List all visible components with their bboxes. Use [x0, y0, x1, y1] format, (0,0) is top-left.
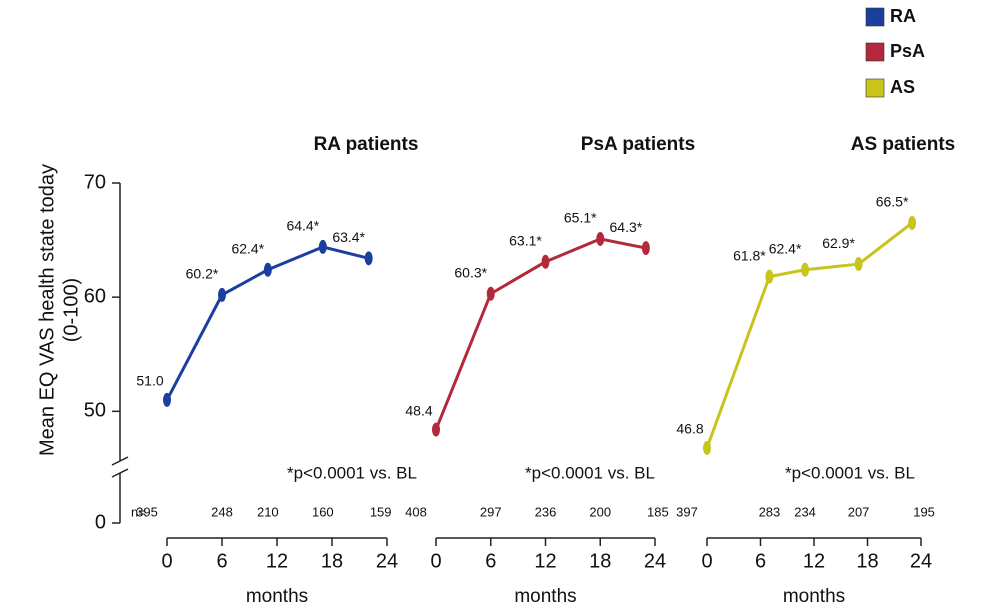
data-label: 62.4*	[231, 240, 264, 256]
n-value: 207	[848, 504, 870, 519]
x-tick-label: 12	[266, 550, 288, 572]
data-point	[432, 422, 440, 437]
x-tick-label: 6	[755, 550, 766, 572]
legend-label: RA	[890, 6, 916, 26]
data-point	[908, 215, 917, 230]
x-tick-label: 6	[485, 550, 496, 572]
data-label: 48.4	[405, 402, 432, 418]
x-tick-label: 18	[589, 550, 611, 572]
data-label: 64.4*	[286, 218, 319, 234]
x-axis-label: months	[246, 586, 308, 607]
data-label: 60.2*	[186, 266, 219, 282]
x-tick-label: 12	[534, 550, 556, 572]
legend-swatch	[865, 78, 885, 98]
data-point	[486, 286, 495, 301]
y-tick-label: 0	[95, 511, 106, 533]
y-axis-label: Mean EQ VAS health state today	[36, 164, 58, 456]
legend-label: AS	[890, 77, 915, 97]
n-value: 248	[211, 504, 233, 519]
axis-break	[111, 468, 129, 478]
data-point	[801, 262, 810, 277]
y-tick-label: 60	[84, 285, 106, 307]
x-axis-label: months	[783, 586, 845, 607]
panel-title: RA patients	[314, 134, 419, 155]
data-point	[596, 231, 605, 246]
x-tick-label: 0	[161, 550, 172, 572]
y-tick-label: 70	[84, 171, 106, 193]
data-label: 63.1*	[509, 232, 542, 248]
x-tick-label: 18	[856, 550, 878, 572]
x-tick-label: 6	[216, 550, 227, 572]
data-point	[263, 262, 272, 277]
x-tick-label: 12	[803, 550, 825, 572]
data-label: 66.5*	[876, 194, 909, 210]
x-axis-label: months	[514, 586, 576, 607]
data-point	[703, 440, 711, 455]
data-label: 65.1*	[564, 210, 597, 226]
annotation: *p<0.0001 vs. BL	[785, 463, 915, 482]
legend-swatch	[865, 42, 885, 62]
n-value: 200	[589, 504, 611, 519]
data-label: 63.4*	[332, 229, 365, 245]
n-value: 159	[370, 504, 392, 519]
n-value: 236	[535, 504, 557, 519]
n-value: 283	[759, 504, 781, 519]
n-value: 297	[480, 504, 502, 519]
annotation: *p<0.0001 vs. BL	[287, 463, 417, 482]
x-tick-label: 18	[321, 550, 343, 572]
data-label: 60.3*	[454, 264, 487, 280]
x-tick-label: 0	[701, 550, 712, 572]
data-point	[854, 257, 863, 272]
n-value: 210	[257, 504, 279, 519]
x-tick-label: 24	[910, 550, 932, 572]
n-label: n=	[131, 504, 146, 519]
x-tick-label: 24	[644, 550, 666, 572]
data-point	[541, 254, 550, 269]
data-point	[318, 239, 327, 254]
data-point	[641, 241, 650, 256]
legend-swatch	[865, 7, 885, 27]
annotation: *p<0.0001 vs. BL	[525, 463, 655, 482]
x-tick-label: 0	[430, 550, 441, 572]
x-tick-label: 24	[376, 550, 398, 572]
legend-label: PsA	[890, 41, 925, 61]
data-label: 51.0	[136, 373, 163, 389]
panel-title: AS patients	[851, 134, 956, 155]
data-label: 62.9*	[822, 235, 855, 251]
n-value: 185	[647, 504, 669, 519]
n-value: 397	[676, 504, 698, 519]
panel-title: PsA patients	[581, 134, 695, 155]
data-label: 46.8	[676, 421, 703, 437]
n-value: 395	[136, 504, 158, 519]
data-point	[765, 269, 774, 284]
data-label: 62.4*	[769, 240, 802, 256]
data-label: 61.8*	[733, 247, 766, 263]
data-label: 64.3*	[610, 219, 643, 235]
data-point	[163, 392, 171, 407]
n-value: 160	[312, 504, 334, 519]
y-tick-label: 50	[84, 400, 106, 422]
data-point	[218, 287, 226, 302]
n-value: 234	[794, 504, 816, 519]
axis-break	[111, 456, 129, 466]
n-value: 408	[405, 504, 427, 519]
y-axis-label: (0-100)	[60, 278, 82, 342]
n-value: 195	[913, 504, 935, 519]
data-point	[364, 251, 373, 266]
